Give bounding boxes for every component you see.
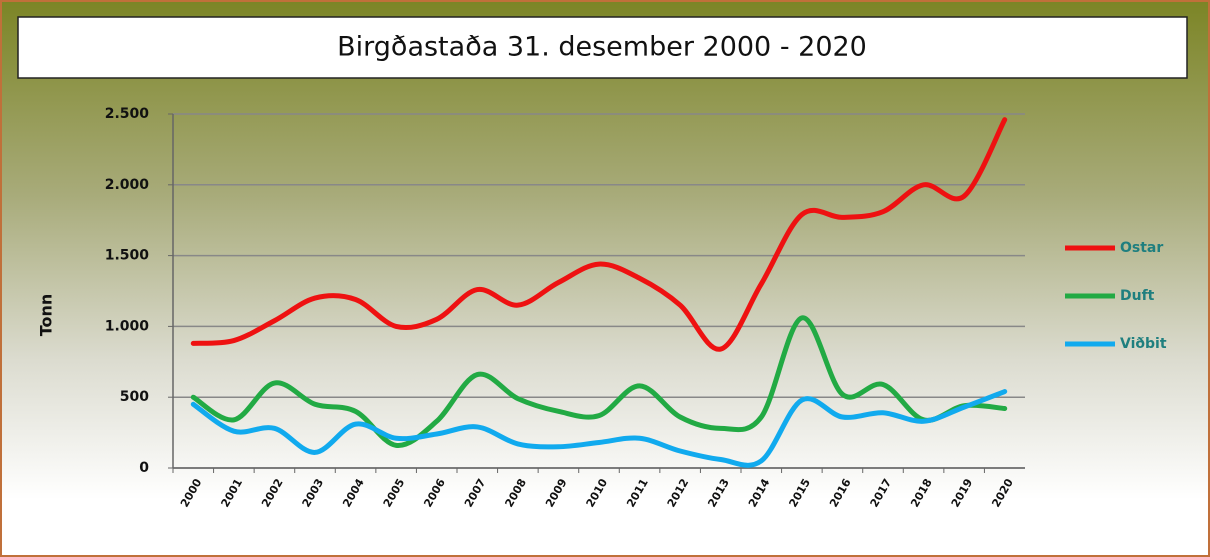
x-tick-label: 2002: [259, 477, 286, 510]
x-tick-label: 2014: [746, 476, 773, 509]
line-series: [190, 117, 1008, 352]
x-tick-label: 2013: [705, 477, 732, 510]
x-tick-label: 2003: [300, 477, 327, 510]
y-tick-label: 2.000: [105, 177, 150, 193]
legend-label: Viðbit: [1120, 336, 1167, 352]
x-tick-label: 2008: [502, 477, 529, 510]
chart-title: Birgðastaða 31. desember 2000 - 2020: [337, 32, 867, 63]
y-tick-label: 0: [139, 460, 149, 476]
x-tick-label: 2007: [462, 477, 489, 510]
y-tick-label: 500: [120, 389, 149, 405]
y-tick-label: 1.000: [105, 318, 150, 334]
line-series: [190, 315, 1008, 448]
x-tick-label: 2012: [665, 477, 692, 510]
title-box: [17, 16, 1188, 79]
x-tick-label: 2010: [584, 476, 611, 509]
x-tick-label: 2020: [989, 476, 1016, 509]
x-tick-label: 2001: [218, 477, 245, 510]
x-tick-label: 2019: [949, 477, 976, 510]
x-tick-label: 2015: [786, 477, 813, 510]
x-tick-label: 2006: [421, 476, 448, 509]
x-tick-label: 2005: [381, 477, 408, 510]
legend-label: Duft: [1120, 288, 1155, 304]
x-tick-label: 2016: [827, 476, 854, 509]
y-axis-label: Tonn: [37, 294, 56, 337]
x-tick-label: 2009: [543, 477, 570, 510]
line-series: [190, 389, 1008, 468]
x-tick-label: 2018: [908, 477, 935, 510]
y-tick-label: 2.500: [105, 106, 150, 122]
x-tick-label: 2000: [178, 476, 205, 509]
legend-label: Ostar: [1120, 240, 1163, 256]
x-tick-label: 2011: [624, 477, 651, 510]
x-tick-label: 2004: [340, 476, 367, 509]
y-tick-label: 1.500: [105, 248, 150, 264]
x-tick-label: 2017: [868, 477, 895, 510]
